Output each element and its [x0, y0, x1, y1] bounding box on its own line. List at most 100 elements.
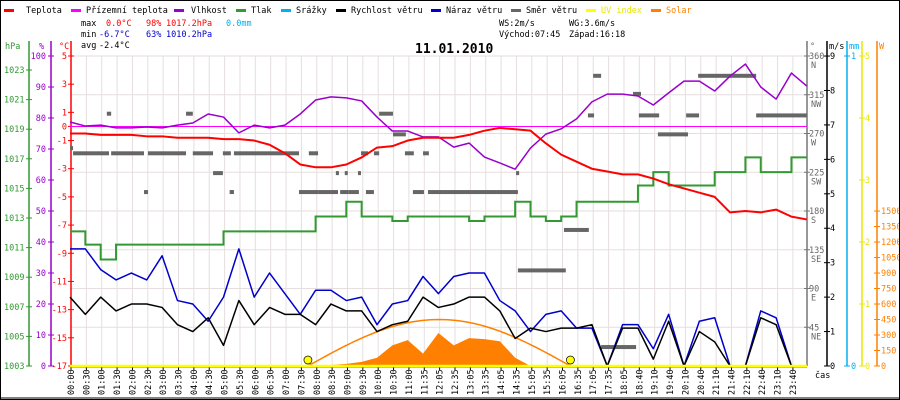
direction-tick-compass: NW	[811, 100, 822, 110]
wind-direction-mark	[412, 190, 424, 195]
x-tick-label: 12:35	[451, 369, 461, 395]
humidity-tick-label: 30	[36, 269, 46, 279]
stats-max-temp: 0.0°C	[106, 19, 132, 29]
x-tick-label: 11:00	[405, 369, 415, 395]
x-tick-label: 01:30	[113, 369, 123, 395]
pressure-tick-label: 1007	[4, 303, 24, 313]
sunset-time: Západ:16:18	[569, 30, 625, 40]
humidity-unit: %	[39, 42, 44, 52]
legend-label-0: Teplota	[26, 6, 62, 16]
wind-direction-mark	[686, 113, 700, 118]
x-tick-label: 07:30	[297, 369, 307, 395]
x-tick-label: 14:05	[497, 369, 507, 395]
temperature-tick-label: 1	[62, 108, 67, 118]
wind-direction-mark	[427, 190, 518, 195]
sunset-marker	[566, 355, 575, 365]
direction-tick-label: 225	[809, 168, 824, 178]
x-tick-label: 03:30	[175, 369, 185, 395]
direction-tick-label: 45	[809, 323, 819, 333]
solar-tick-label: 600	[881, 300, 896, 310]
stats-avg-label: avg	[81, 41, 96, 51]
x-tick-label: 17:35	[605, 369, 615, 395]
wind-direction-mark	[213, 171, 223, 176]
sunrise-time: Východ:07:45	[499, 30, 560, 40]
x-tick-label: 22:10	[743, 369, 753, 395]
legend-swatch-8	[586, 9, 596, 12]
humidity-tick-label: 10	[36, 331, 46, 341]
temperature-tick-label: -11	[52, 277, 67, 287]
wind-direction-mark	[517, 268, 566, 273]
x-tick-label: 08:30	[328, 369, 338, 395]
direction-tick-compass: W	[811, 139, 817, 149]
solar-theoretical-line	[307, 318, 571, 367]
solar-tick-label: 0	[881, 362, 886, 372]
rain-unit: mm	[849, 42, 859, 52]
wind-direction-mark	[192, 151, 214, 156]
temperature-tick-label: -3	[57, 165, 67, 175]
x-tick-label: 17:05	[589, 369, 599, 395]
temperature-tick-label: 3	[62, 80, 67, 90]
stats-min-temp: -6.7°C	[99, 30, 130, 40]
wind-tick-label: 9	[830, 52, 835, 62]
wind-direction-mark	[229, 190, 234, 195]
x-tick-label: 07:00	[282, 369, 292, 395]
x-tick-label: 23:40	[789, 369, 799, 395]
temperature-tick-label: 0	[62, 122, 67, 132]
x-tick-label: 05:30	[236, 369, 246, 395]
wind-speed-avg: WS:2m/s	[499, 19, 535, 29]
x-tick-label: 00:30	[82, 369, 92, 395]
solar-tick-label: 1050	[881, 254, 900, 264]
pressure-tick-label: 1021	[4, 96, 24, 106]
solar-tick-label: 1200	[881, 238, 900, 248]
x-axis-label: čas	[815, 370, 830, 381]
stats-max-rain: 0.0mm	[226, 19, 252, 29]
pressure-tick-label: 1009	[4, 273, 24, 283]
wind-direction-mark	[340, 190, 349, 195]
direction-tick-label: 180	[809, 207, 824, 217]
humidity-tick-label: 0	[41, 362, 46, 372]
pressure-tick-label: 1011	[4, 244, 24, 254]
wind-direction-mark	[186, 111, 193, 116]
solar-tick-label: 900	[881, 269, 896, 279]
humidity-tick-label: 50	[36, 207, 46, 217]
legend-swatch-4	[281, 9, 291, 12]
solar-area	[70, 332, 807, 366]
temperature-tick-label: -5	[57, 193, 67, 203]
temperature-tick-label: -7	[57, 221, 67, 231]
legend-swatch-7	[511, 9, 521, 12]
stats-min-hum: 63%	[146, 30, 161, 40]
legend-label-5: Rychlost větru	[351, 6, 423, 16]
humidity-tick-label: 80	[36, 114, 46, 124]
stats-min-press: 1010.2hPa	[166, 30, 212, 40]
direction-tick-label: 360	[809, 52, 824, 62]
stats-max-press: 1017.2hPa	[166, 19, 212, 29]
temperature-unit: °C	[59, 42, 69, 52]
x-tick-label: 13:35	[482, 369, 492, 395]
x-tick-label: 15:35	[543, 369, 553, 395]
x-tick-label: 21:40	[727, 369, 737, 395]
x-tick-label: 09:30	[359, 369, 369, 395]
uv-tick-label: 1	[865, 300, 870, 310]
wind-tick-label: 0	[830, 362, 835, 372]
legend-swatch-2	[174, 9, 184, 12]
direction-unit: °	[810, 42, 815, 52]
solar-tick-label: 1500	[881, 207, 900, 217]
wind-gust-max: WG:3.6m/s	[569, 19, 615, 29]
wind-direction-mark	[657, 132, 688, 137]
direction-tick-compass: E	[811, 294, 816, 304]
x-tick-label: 06:30	[267, 369, 277, 395]
wind-direction-mark	[348, 190, 359, 195]
x-tick-label: 19:10	[651, 369, 661, 395]
wind-tick-label: 2	[830, 293, 835, 303]
pressure-tick-label: 1003	[4, 362, 24, 372]
wind-direction-mark	[593, 73, 602, 78]
wind-direction-mark	[222, 151, 231, 156]
direction-tick-compass: SE	[811, 255, 821, 265]
solar-tick-label: 300	[881, 331, 896, 341]
wind-direction-mark	[563, 227, 589, 232]
pressure-tick-label: 1023	[4, 66, 24, 76]
direction-tick-label: 270	[809, 130, 824, 140]
x-tick-label: 10:00	[374, 369, 384, 395]
uv-tick-label: 0	[865, 362, 870, 372]
